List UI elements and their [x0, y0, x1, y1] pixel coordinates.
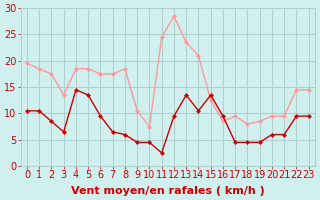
X-axis label: Vent moyen/en rafales ( km/h ): Vent moyen/en rafales ( km/h ) — [71, 186, 265, 196]
